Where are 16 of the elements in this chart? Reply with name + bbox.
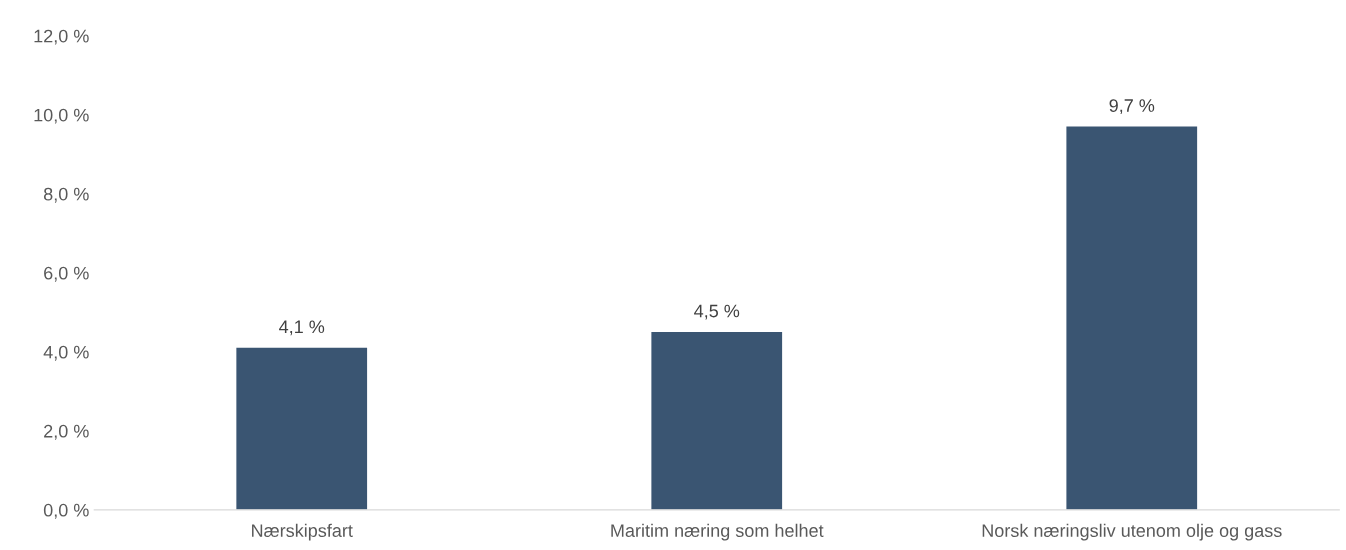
y-tick-label: 8,0 % [43, 187, 89, 203]
data-label: 9,7 % [1109, 99, 1155, 115]
data-label: 4,5 % [694, 304, 740, 320]
bar [1066, 126, 1198, 510]
x-tick-label: Norsk næringsliv utenom olje og gass [982, 523, 1282, 541]
y-tick-label: 12,0 % [34, 29, 89, 45]
bar [236, 347, 368, 510]
data-label: 4,1 % [279, 320, 325, 336]
x-tick-label: Nærskipsfart [252, 523, 353, 541]
x-tick-label: Maritim næring som helhet [611, 523, 824, 541]
y-tick-label: 0,0 % [43, 503, 89, 519]
y-tick-label: 4,0 % [43, 345, 89, 361]
y-tick-label: 6,0 % [44, 266, 89, 282]
y-tick-label: 2,0 % [44, 424, 89, 440]
y-tick-label: 10,0 % [34, 108, 89, 124]
bar [651, 332, 783, 510]
